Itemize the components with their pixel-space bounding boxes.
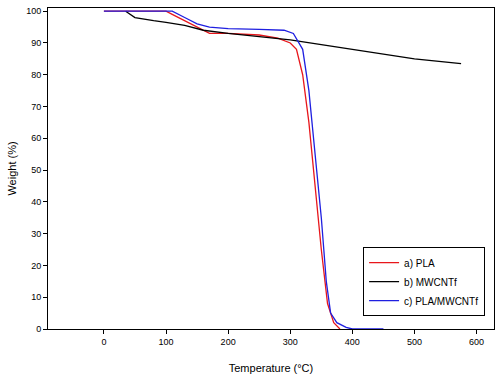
svg-text:a) PLA: a) PLA — [404, 258, 435, 269]
svg-text:30: 30 — [31, 229, 41, 239]
svg-text:b) MWCNTf: b) MWCNTf — [404, 277, 457, 288]
svg-text:20: 20 — [31, 261, 41, 271]
svg-text:c) PLA/MWCNTf: c) PLA/MWCNTf — [404, 296, 478, 307]
svg-text:0: 0 — [101, 337, 106, 347]
svg-text:70: 70 — [31, 102, 41, 112]
svg-text:100: 100 — [159, 337, 174, 347]
svg-text:100: 100 — [26, 6, 41, 16]
svg-text:10: 10 — [31, 292, 41, 302]
svg-text:400: 400 — [345, 337, 360, 347]
svg-text:60: 60 — [31, 133, 41, 143]
svg-text:80: 80 — [31, 70, 41, 80]
svg-text:50: 50 — [31, 165, 41, 175]
svg-text:500: 500 — [407, 337, 422, 347]
svg-text:200: 200 — [221, 337, 236, 347]
svg-text:300: 300 — [283, 337, 298, 347]
svg-text:600: 600 — [469, 337, 484, 347]
svg-text:90: 90 — [31, 38, 41, 48]
svg-text:Weight (%): Weight (%) — [6, 141, 18, 195]
svg-text:40: 40 — [31, 197, 41, 207]
svg-text:Temperature (°C): Temperature (°C) — [229, 362, 313, 374]
svg-text:0: 0 — [36, 324, 41, 334]
